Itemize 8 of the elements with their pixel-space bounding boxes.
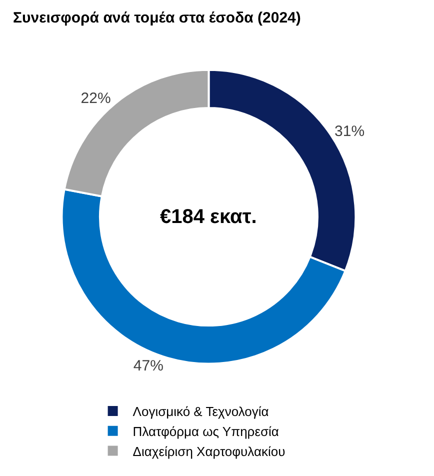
legend-label: Πλατφόρμα ως Υπηρεσία [132,424,280,439]
chart-title: Συνεισφορά ανά τομέα στα έσοδα (2024) [13,9,301,26]
legend-label: Διαχείριση Χαρτοφυλακίου [132,444,286,459]
legend-label: Λογισμικό & Τεχνολογία [132,404,270,420]
text: €184 εκατ. [160,206,257,228]
data-label: 31% [334,122,365,140]
data-label: 22% [80,90,111,107]
data-label: 47% [133,357,164,374]
